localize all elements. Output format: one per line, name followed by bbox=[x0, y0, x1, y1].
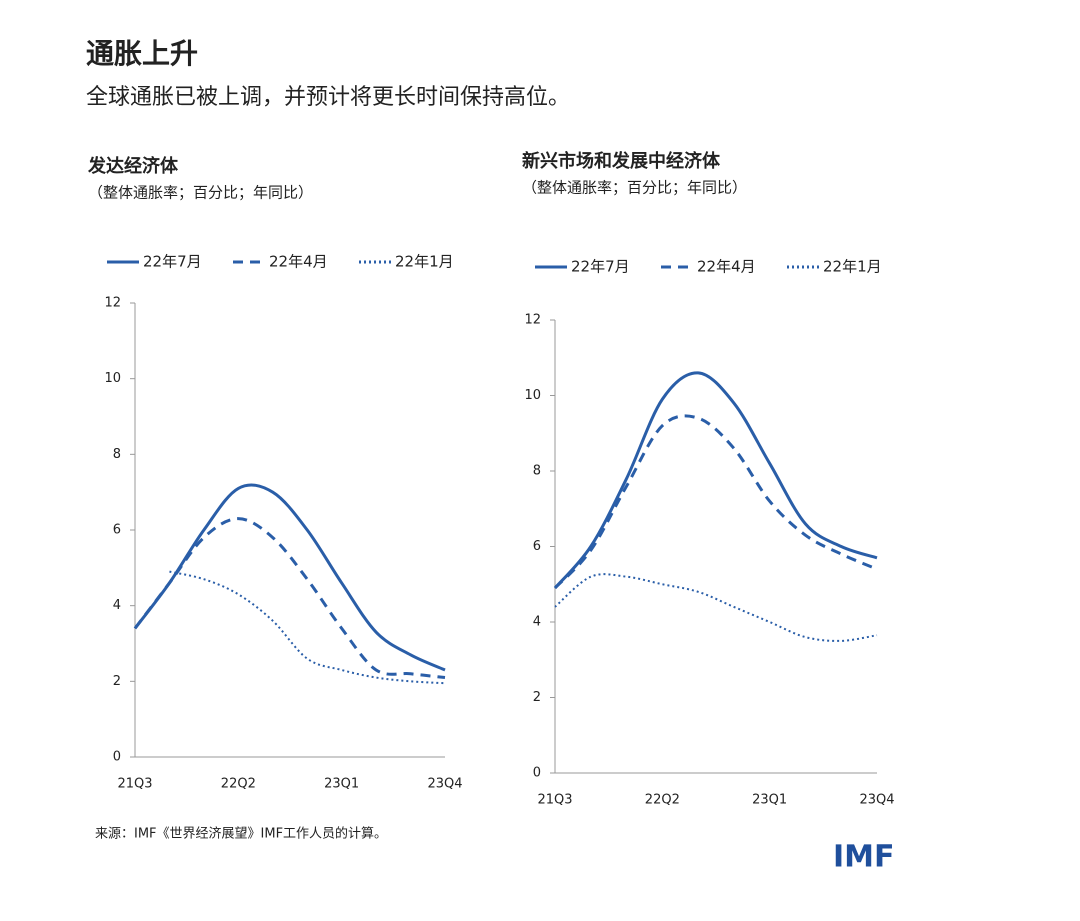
y-tick-label: 6 bbox=[113, 523, 121, 538]
y-tick-label: 12 bbox=[104, 296, 121, 311]
logo: IMF bbox=[833, 840, 895, 875]
chart-subtitle: （整体通胀率；百分比；年同比） bbox=[88, 184, 313, 202]
legend-label: 22年1月 bbox=[823, 258, 882, 276]
slide-title: 通胀上升 bbox=[86, 37, 198, 70]
y-tick-label: 2 bbox=[533, 690, 541, 705]
chart-title: 新兴市场和发展中经济体 bbox=[522, 150, 721, 172]
series-line bbox=[554, 573, 878, 642]
chart-subtitle: （整体通胀率；百分比；年同比） bbox=[522, 179, 747, 197]
x-tick-label: 23Q1 bbox=[752, 793, 787, 808]
y-tick-label: 6 bbox=[533, 539, 541, 554]
y-tick-label: 4 bbox=[113, 598, 121, 613]
y-tick-label: 2 bbox=[113, 674, 121, 689]
y-tick-label: 8 bbox=[533, 464, 541, 479]
y-tick-label: 0 bbox=[113, 750, 121, 765]
x-tick-label: 21Q3 bbox=[117, 777, 152, 792]
series-line bbox=[169, 570, 446, 685]
series-line bbox=[553, 414, 878, 590]
series-line bbox=[133, 483, 446, 672]
legend-label: 22年4月 bbox=[697, 258, 756, 276]
legend-label: 22年1月 bbox=[395, 253, 454, 271]
y-tick-label: 8 bbox=[113, 447, 121, 462]
chart-title: 发达经济体 bbox=[87, 155, 179, 177]
x-tick-label: 23Q4 bbox=[427, 777, 462, 792]
x-tick-label: 21Q3 bbox=[537, 793, 572, 808]
x-tick-label: 23Q4 bbox=[859, 793, 894, 808]
legend-label: 22年4月 bbox=[269, 253, 328, 271]
y-tick-label: 0 bbox=[533, 766, 541, 781]
slide-subtitle: 全球通胀已被上调，并预计将更长时间保持高位。 bbox=[86, 85, 570, 110]
legend-label: 22年7月 bbox=[143, 253, 202, 271]
source-note: 来源：IMF《世界经济展望》IMF工作人员的计算。 bbox=[95, 826, 387, 842]
y-tick-label: 10 bbox=[104, 371, 121, 386]
x-tick-label: 22Q2 bbox=[221, 777, 256, 792]
y-tick-label: 10 bbox=[524, 388, 541, 403]
series-line bbox=[553, 371, 878, 590]
x-tick-label: 23Q1 bbox=[324, 777, 359, 792]
y-tick-label: 4 bbox=[533, 615, 541, 630]
legend-label: 22年7月 bbox=[571, 258, 630, 276]
x-tick-label: 22Q2 bbox=[645, 793, 680, 808]
series-line bbox=[133, 517, 446, 680]
y-tick-label: 12 bbox=[524, 313, 541, 328]
